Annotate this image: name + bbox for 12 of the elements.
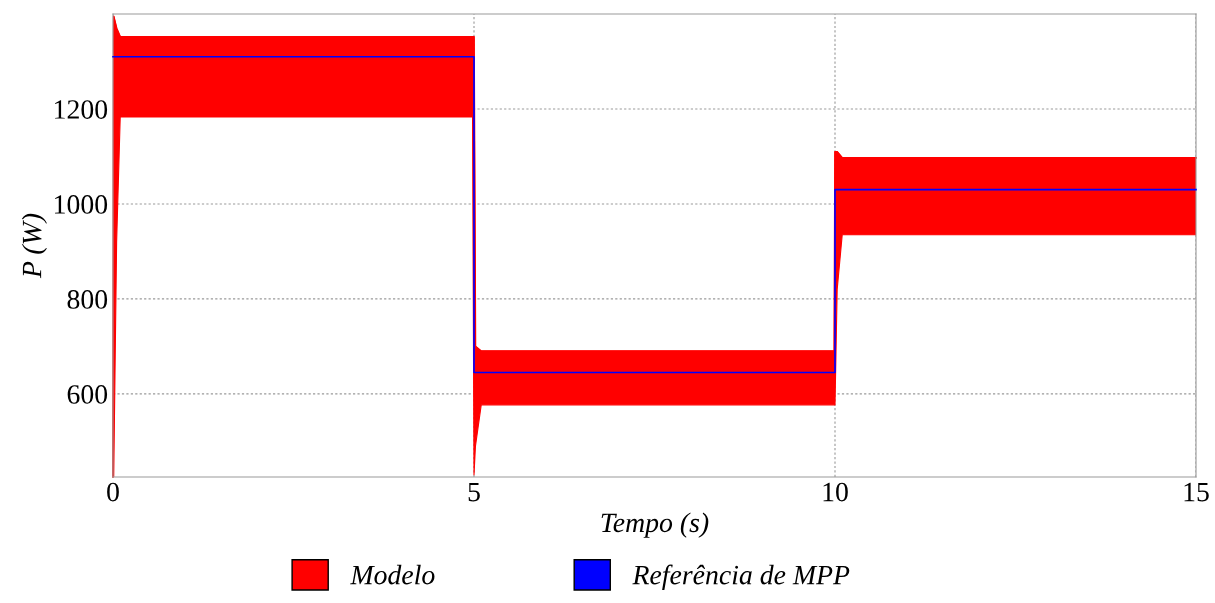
- x-tick-label: 5: [468, 482, 480, 502]
- y-tick-label: 1200: [55, 100, 108, 119]
- legend-label: Referência de MPP: [632, 564, 850, 591]
- y-tick-label: 600: [67, 385, 108, 404]
- x-tick-label: 0: [107, 482, 119, 502]
- y-tick-label: 1000: [55, 195, 108, 214]
- y-axis-title: P (W): [21, 213, 48, 279]
- x-tick-label: 10: [823, 482, 848, 502]
- x-tick-label: 15: [1184, 482, 1209, 502]
- y-tick-label: 800: [67, 290, 108, 309]
- legend-label: Modelo: [350, 564, 435, 585]
- x-axis-title: Tempo (s): [601, 512, 709, 538]
